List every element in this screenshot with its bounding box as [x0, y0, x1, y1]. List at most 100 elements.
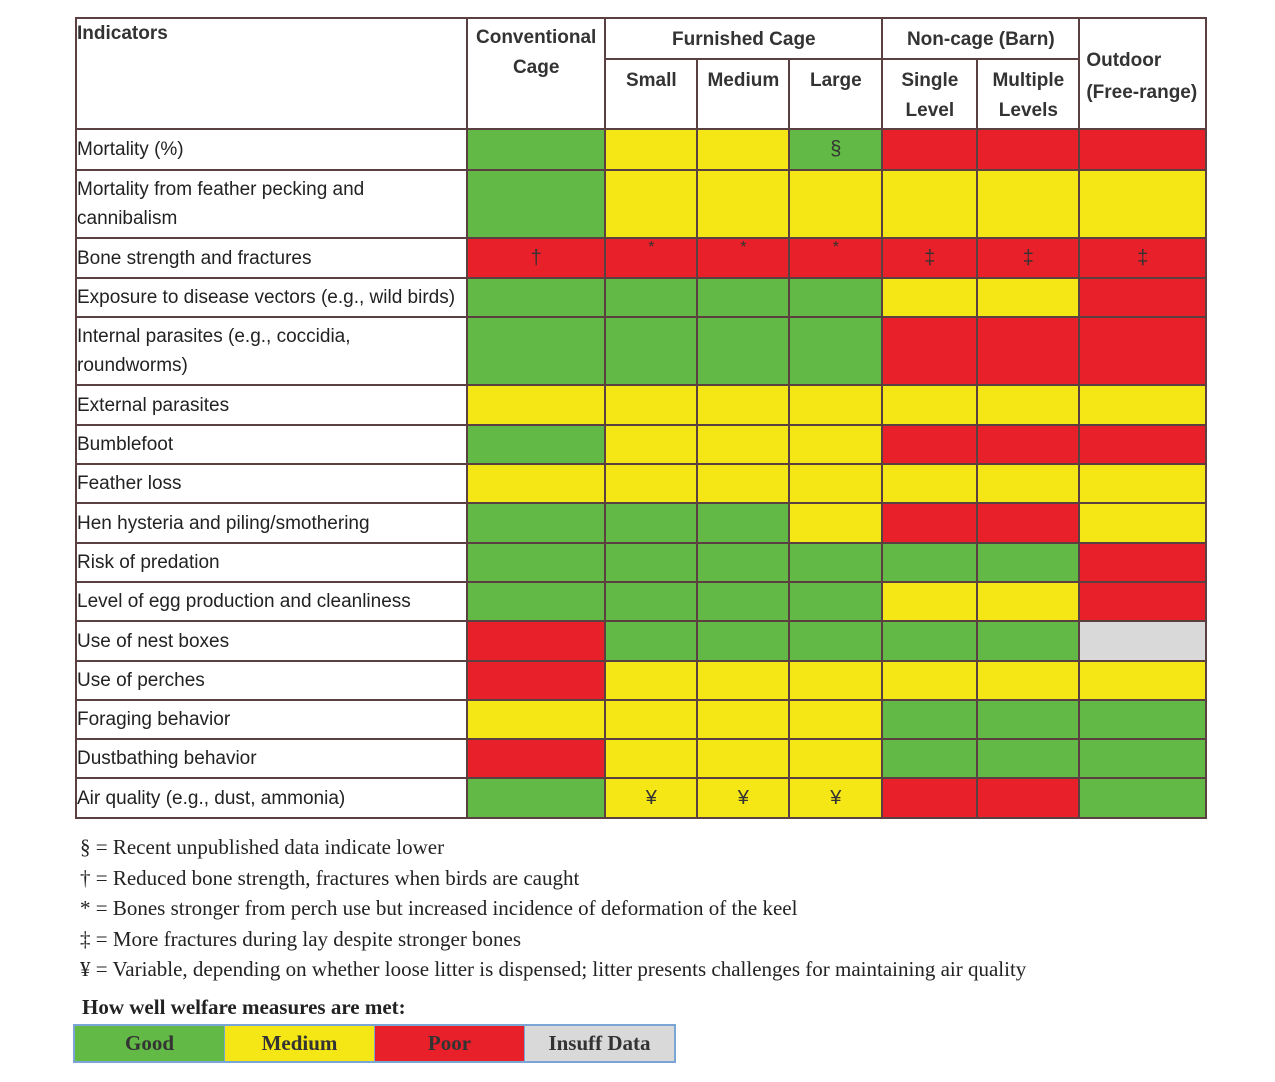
rating-cell	[976, 316, 1081, 386]
rating-cell	[696, 738, 791, 779]
rating-cell	[976, 699, 1081, 740]
rating-cell	[788, 502, 884, 544]
rating-cell	[465, 463, 607, 504]
rating-cell	[604, 699, 699, 740]
row-label: Use of perches	[75, 660, 468, 701]
table-row: Internal parasites (e.g., coccidia, roun…	[75, 316, 1208, 386]
table-row: Use of perches	[75, 660, 1208, 701]
rating-cell	[788, 699, 884, 740]
rating-cell	[696, 699, 791, 740]
header-conventional-cage: Conventional Cage	[465, 17, 607, 130]
rating-cell	[976, 463, 1081, 504]
table-row: Air quality (e.g., dust, ammonia) ¥ ¥ ¥	[75, 777, 1208, 819]
legend-item-insuff-data: Insuff Data	[525, 1026, 674, 1061]
table-row: Dustbathing behavior	[75, 738, 1208, 779]
table-row: Exposure to disease vectors (e.g., wild …	[75, 277, 1208, 318]
table-row: Hen hysteria and piling/smothering	[75, 502, 1208, 544]
rating-cell	[604, 316, 699, 386]
rating-cell	[1078, 581, 1208, 622]
rating-cell: §	[788, 128, 884, 171]
rating-cell	[465, 277, 607, 318]
rating-cell	[696, 660, 791, 701]
rating-cell	[788, 738, 884, 779]
rating-cell	[465, 738, 607, 779]
rating-cell	[881, 660, 979, 701]
row-label: Exposure to disease vectors (e.g., wild …	[75, 277, 468, 318]
rating-cell	[465, 699, 607, 740]
rating-cell	[465, 581, 607, 622]
rating-cell	[976, 169, 1081, 239]
row-label: Dustbathing behavior	[75, 738, 468, 779]
rating-cell	[788, 542, 884, 583]
rating-cell	[788, 620, 884, 662]
rating-cell: ‡	[881, 237, 979, 279]
rating-cell	[976, 660, 1081, 701]
rating-cell	[465, 542, 607, 583]
rating-cell	[1078, 316, 1208, 386]
rating-cell	[881, 316, 979, 386]
rating-cell	[696, 620, 791, 662]
rating-cell	[465, 502, 607, 544]
rating-cell	[1078, 777, 1208, 819]
rating-cell	[465, 620, 607, 662]
rating-cell	[788, 316, 884, 386]
rating-cell	[696, 277, 791, 318]
table-row: External parasites	[75, 384, 1208, 426]
row-label: Foraging behavior	[75, 699, 468, 740]
row-label: Use of nest boxes	[75, 620, 468, 662]
rating-cell: ¥	[604, 777, 699, 819]
rating-cell	[696, 316, 791, 386]
rating-cell	[881, 169, 979, 239]
rating-cell	[696, 128, 791, 171]
footnote: ¥ = Variable, depending on whether loose…	[80, 957, 1027, 981]
row-label: Internal parasites (e.g., coccidia, roun…	[75, 316, 468, 386]
rating-cell	[976, 620, 1081, 662]
row-label: Level of egg production and cleanliness	[75, 581, 468, 622]
rating-cell	[881, 277, 979, 318]
rating-cell	[465, 424, 607, 465]
rating-cell: *	[788, 237, 884, 279]
rating-cell	[1078, 738, 1208, 779]
rating-cell: ¥	[788, 777, 884, 819]
table-row: Bumblefoot	[75, 424, 1208, 465]
rating-cell	[1078, 502, 1208, 544]
rating-cell	[604, 128, 699, 171]
footnote: * = Bones stronger from perch use but in…	[80, 896, 798, 920]
rating-cell	[881, 777, 979, 819]
rating-cell	[881, 128, 979, 171]
rating-cell	[976, 542, 1081, 583]
header-medium: Medium	[696, 58, 791, 130]
rating-cell	[696, 542, 791, 583]
rating-cell	[881, 581, 979, 622]
rating-cell	[881, 738, 979, 779]
header-non-cage: Non-cage (Barn)	[881, 17, 1081, 60]
rating-cell	[696, 502, 791, 544]
welfare-table: Indicators Conventional Cage Furnished C…	[75, 17, 1208, 819]
rating-cell	[976, 277, 1081, 318]
rating-cell	[788, 384, 884, 426]
rating-cell	[788, 424, 884, 465]
row-label: Mortality from feather pecking and canni…	[75, 169, 468, 239]
rating-cell	[604, 542, 699, 583]
rating-cell	[881, 542, 979, 583]
row-label: Feather loss	[75, 463, 468, 504]
legend-item-medium: Medium	[225, 1026, 375, 1061]
rating-cell: †	[465, 237, 607, 279]
rating-cell	[976, 502, 1081, 544]
table-row: Use of nest boxes	[75, 620, 1208, 662]
rating-cell	[604, 502, 699, 544]
rating-cell	[1078, 169, 1208, 239]
rating-cell	[1078, 542, 1208, 583]
legend: Good Medium Poor Insuff Data	[73, 1024, 676, 1063]
table-row: Level of egg production and cleanliness	[75, 581, 1208, 622]
rating-cell	[604, 463, 699, 504]
rating-cell	[1078, 384, 1208, 426]
row-label: External parasites	[75, 384, 468, 426]
row-label: Bumblefoot	[75, 424, 468, 465]
row-label: Air quality (e.g., dust, ammonia)	[75, 777, 468, 819]
header-indicators: Indicators	[75, 17, 468, 130]
table-row: Bone strength and fractures † * * * ‡ ‡ ‡	[75, 237, 1208, 279]
rating-cell	[604, 738, 699, 779]
rating-cell: *	[696, 237, 791, 279]
rating-cell	[696, 581, 791, 622]
